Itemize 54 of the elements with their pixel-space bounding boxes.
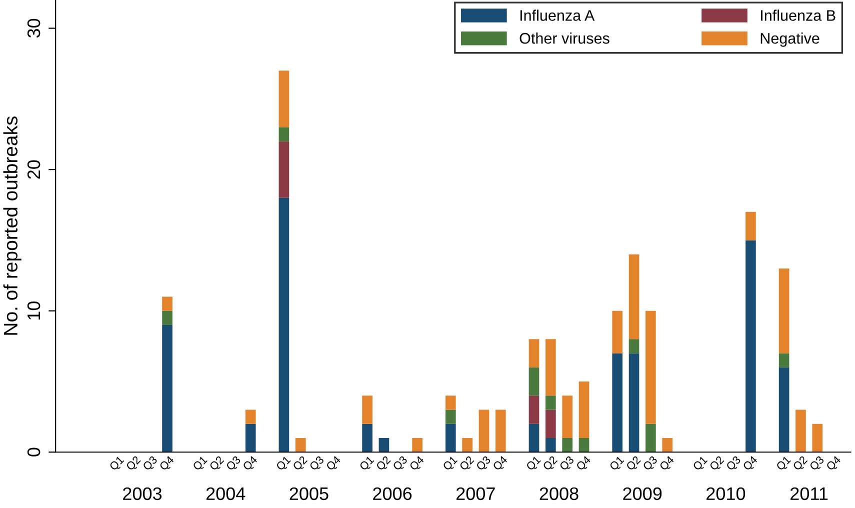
- x-tick-label: Q2: [376, 456, 392, 472]
- x-tick-label: Q4: [158, 455, 176, 472]
- x-tick-label: Q1: [358, 455, 376, 472]
- text: 2011: [790, 487, 828, 500]
- x-tick-label: Q2: [542, 456, 560, 472]
- x-tick-label: Q3: [142, 455, 160, 472]
- x-tick-label: Q4: [826, 455, 843, 472]
- x-tick-label: Q2: [126, 456, 142, 472]
- x-tick-label: Q2: [292, 456, 309, 472]
- x-tick-label: Q1: [192, 455, 209, 472]
- x-tick-label: Q1: [276, 455, 292, 472]
- legend-label: Influenza B: [761, 10, 836, 21]
- x-tick-label: Q2: [709, 456, 726, 472]
- y-tick-label: 20: [27, 160, 40, 179]
- y-tick-label: 30: [27, 18, 40, 38]
- x-tick-label: Q2: [208, 456, 226, 472]
- legend-label: Other viruses: [520, 32, 610, 44]
- x-tick-label: Q2: [792, 456, 810, 472]
- text: 2005: [290, 487, 328, 500]
- x-tick-label: Q1: [776, 455, 792, 472]
- x-tick-label: Q4: [326, 455, 342, 472]
- x-tick-label: Q2: [458, 456, 476, 472]
- text: 2004: [206, 487, 246, 500]
- text: 2008: [540, 487, 578, 500]
- x-tick-label: Q3: [476, 455, 492, 472]
- text: 2003: [123, 487, 162, 500]
- x-tick-label: Q3: [392, 455, 410, 472]
- x-tick-label: Q4: [408, 455, 426, 472]
- y-tick-label: 0: [27, 448, 40, 456]
- x-tick-label: Q3: [809, 455, 826, 472]
- x-tick-label: Q3: [726, 455, 742, 472]
- x-tick-label: Q3: [226, 455, 242, 472]
- legend-label: Negative: [760, 32, 820, 47]
- x-tick-label: Q1: [692, 455, 710, 472]
- legend-label: Influenza A: [520, 10, 595, 21]
- y-axis-title: No. of reported outbreaks: [3, 116, 22, 335]
- x-tick-label: Q4: [659, 455, 676, 472]
- x-tick-label: Q4: [492, 455, 510, 472]
- x-tick-label: Q1: [108, 455, 126, 472]
- x-tick-label: Q3: [308, 455, 326, 472]
- text: 2009: [623, 487, 662, 500]
- y-tick-label: 10: [27, 301, 40, 320]
- x-tick-label: Q3: [559, 455, 576, 472]
- x-tick-label: Q4: [242, 455, 260, 472]
- text: 2007: [456, 487, 495, 500]
- x-tick-label: Q1: [609, 455, 626, 472]
- text: 2006: [373, 487, 412, 500]
- x-tick-label: Q4: [742, 455, 760, 472]
- x-tick-label: Q1: [442, 455, 460, 472]
- x-tick-label: Q1: [526, 455, 542, 472]
- text: 2010: [706, 487, 746, 500]
- x-tick-label: Q2: [626, 456, 642, 472]
- x-tick-label: Q3: [642, 455, 660, 472]
- x-tick-label: Q4: [576, 455, 593, 472]
